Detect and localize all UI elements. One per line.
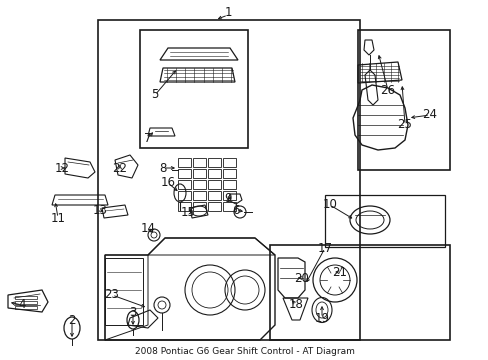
Text: 11: 11 bbox=[50, 211, 65, 225]
Bar bbox=[193, 202, 205, 211]
Bar bbox=[325, 195, 444, 247]
Text: 1: 1 bbox=[224, 5, 231, 18]
Bar bbox=[15, 306, 37, 309]
Text: 9: 9 bbox=[224, 192, 231, 204]
Text: 20: 20 bbox=[294, 271, 309, 284]
Bar bbox=[140, 30, 247, 148]
Text: 21: 21 bbox=[332, 266, 347, 279]
Bar bbox=[207, 169, 221, 178]
Bar bbox=[207, 158, 221, 167]
Text: 13: 13 bbox=[92, 203, 107, 216]
Bar bbox=[98, 20, 359, 340]
Text: 3: 3 bbox=[129, 306, 137, 319]
Bar bbox=[193, 158, 205, 167]
Bar bbox=[223, 202, 236, 211]
Text: 22: 22 bbox=[112, 162, 127, 175]
Text: 12: 12 bbox=[54, 162, 69, 175]
Bar bbox=[15, 296, 37, 299]
Bar bbox=[207, 180, 221, 189]
Text: 8: 8 bbox=[159, 162, 166, 175]
Text: 25: 25 bbox=[397, 118, 411, 131]
Bar bbox=[178, 169, 191, 178]
Bar bbox=[207, 191, 221, 200]
Bar bbox=[178, 180, 191, 189]
Bar bbox=[223, 180, 236, 189]
Text: 17: 17 bbox=[317, 242, 332, 255]
Text: 4: 4 bbox=[18, 298, 26, 311]
Text: 15: 15 bbox=[180, 206, 195, 219]
Text: 23: 23 bbox=[104, 288, 119, 302]
Bar bbox=[223, 191, 236, 200]
Bar bbox=[178, 202, 191, 211]
Text: 6: 6 bbox=[232, 203, 239, 216]
Text: 16: 16 bbox=[160, 176, 175, 189]
Bar bbox=[193, 169, 205, 178]
Text: 10: 10 bbox=[322, 198, 337, 211]
Text: 14: 14 bbox=[140, 221, 155, 234]
Text: 24: 24 bbox=[422, 108, 437, 122]
Bar bbox=[223, 169, 236, 178]
Bar bbox=[178, 191, 191, 200]
Bar bbox=[193, 180, 205, 189]
Text: 7: 7 bbox=[144, 131, 151, 144]
Bar bbox=[357, 30, 449, 170]
Bar bbox=[193, 191, 205, 200]
Bar bbox=[223, 158, 236, 167]
Bar bbox=[207, 202, 221, 211]
Text: 2008 Pontiac G6 Gear Shift Control - AT Diagram: 2008 Pontiac G6 Gear Shift Control - AT … bbox=[134, 347, 354, 356]
Text: 26: 26 bbox=[380, 84, 395, 96]
Text: 2: 2 bbox=[68, 314, 76, 327]
Text: 5: 5 bbox=[151, 89, 159, 102]
Text: 18: 18 bbox=[288, 298, 303, 311]
Bar bbox=[178, 158, 191, 167]
Bar bbox=[269, 245, 449, 340]
Bar bbox=[15, 301, 37, 304]
Text: 19: 19 bbox=[314, 311, 329, 324]
